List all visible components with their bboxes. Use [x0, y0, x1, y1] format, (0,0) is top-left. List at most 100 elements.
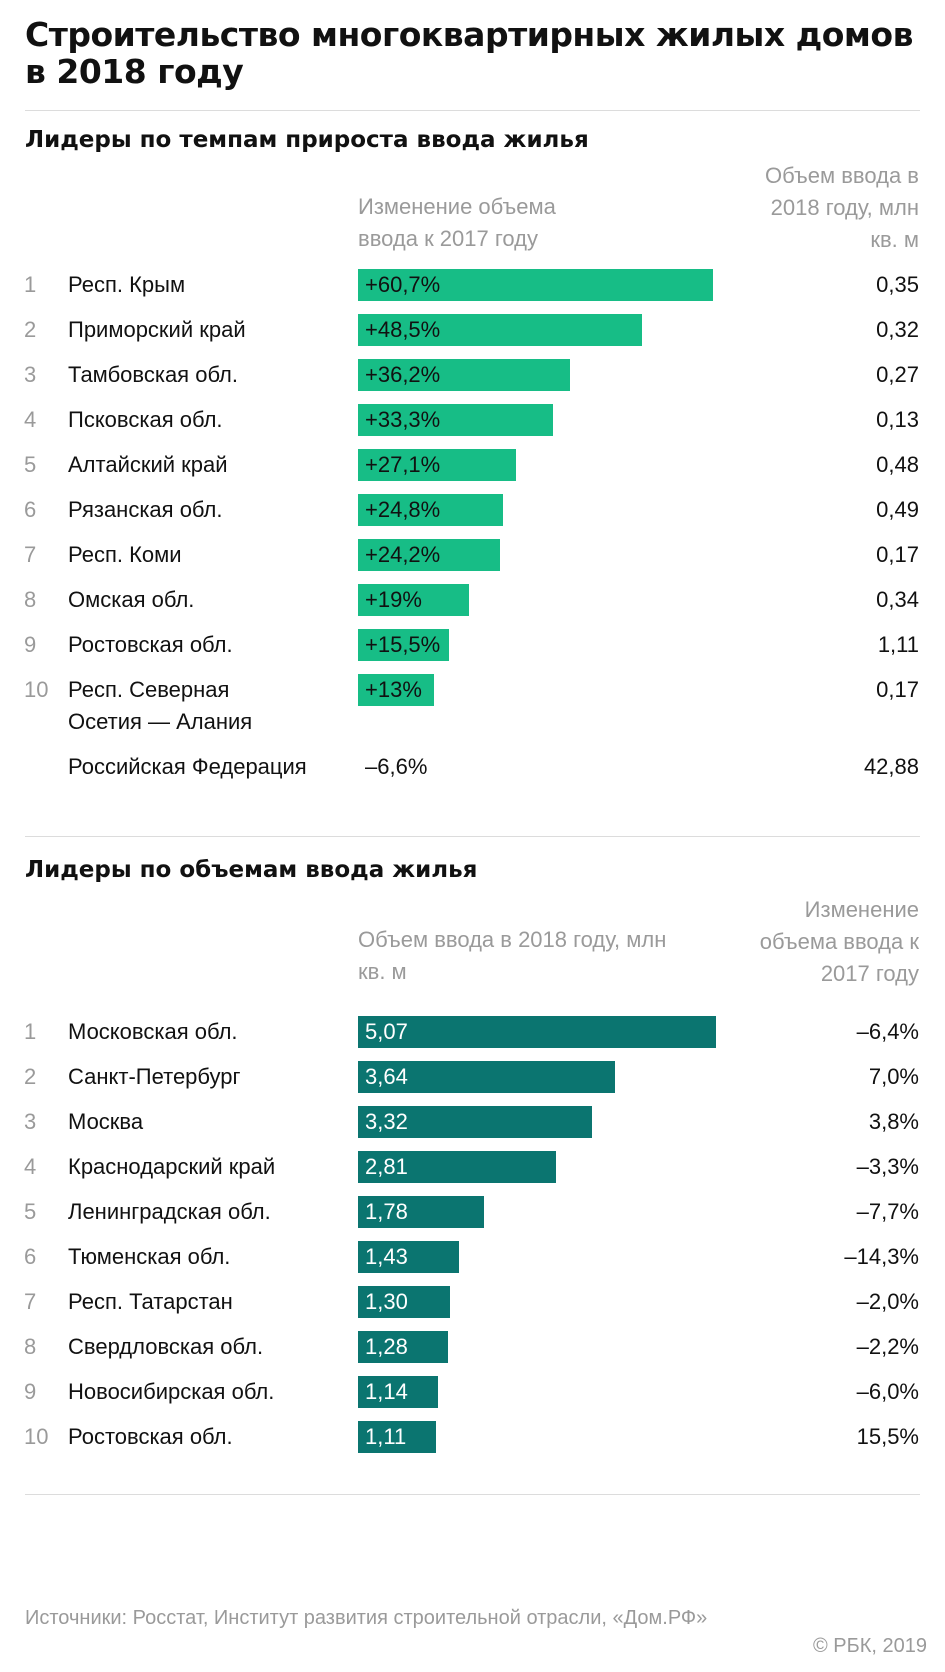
change-value: –14,3% — [844, 1244, 919, 1269]
change-value: –6,4% — [856, 1019, 919, 1044]
rank-number: 8 — [24, 1334, 37, 1359]
volume-bar-header: Объем ввода в 2018 году, млн кв. м — [358, 927, 667, 984]
region-name: Алтайский край — [68, 452, 228, 477]
footer-copyright: © РБК, 2019 — [812, 1635, 927, 1657]
divider-top — [25, 110, 920, 111]
rank-number: 8 — [24, 587, 37, 612]
region-name: Ленинградская обл. — [68, 1199, 271, 1224]
rank-number: 4 — [24, 1154, 37, 1179]
rank-number: 5 — [24, 1199, 37, 1224]
volume-value: 0,27 — [876, 362, 919, 387]
growth-section-title: Лидеры по темпам прироста ввода жилья — [25, 127, 589, 153]
region-name: Москва — [68, 1109, 144, 1134]
rank-number: 3 — [24, 1109, 37, 1134]
region-name: Псковская обл. — [68, 407, 223, 432]
volume-value: 0,17 — [876, 677, 919, 702]
volume-value: 0,34 — [876, 587, 919, 612]
volume-bar-label: 1,28 — [365, 1334, 408, 1359]
region-name: Респ. Северная Осетия — Алания — [68, 677, 253, 734]
growth-bar-label: +60,7% — [365, 272, 441, 297]
rank-number: 5 — [24, 452, 37, 477]
growth-bar — [358, 539, 500, 571]
change-value: 15,5% — [856, 1424, 919, 1449]
region-name: Тамбовская обл. — [68, 362, 239, 387]
region-name: Ростовская обл. — [68, 632, 233, 657]
growth-bar-label: +33,3% — [365, 407, 441, 432]
rank-number: 9 — [24, 632, 37, 657]
region-name: Ростовская обл. — [68, 1424, 233, 1449]
growth-bar — [358, 404, 553, 436]
growth-bar-label: +19% — [365, 587, 422, 612]
volume-bar — [358, 1331, 448, 1363]
growth-bar-label: +24,8% — [365, 497, 441, 522]
growth-bar-label: +24,2% — [365, 542, 441, 567]
volume-bar-label: 3,64 — [365, 1064, 408, 1089]
volume-bar-label: 1,43 — [365, 1244, 408, 1269]
change-value: –7,7% — [856, 1199, 919, 1224]
region-name: Свердловская обл. — [68, 1334, 264, 1359]
volume-bar — [358, 1151, 556, 1183]
rank-number: 10 — [24, 1424, 49, 1449]
region-name: Респ. Крым — [68, 272, 186, 297]
volume-bar — [358, 1241, 459, 1273]
growth-bar-label: +48,5% — [365, 317, 441, 342]
rank-number: 7 — [24, 1289, 37, 1314]
region-name: Приморский край — [68, 317, 246, 342]
volume-bar — [358, 1286, 450, 1318]
footer-sources: Источники: Росстат, Институт развития ст… — [25, 1607, 708, 1629]
region-name: Рязанская обл. — [68, 497, 223, 522]
volume-value: 0,13 — [876, 407, 919, 432]
region-name: Респ. Татарстан — [68, 1289, 233, 1314]
volume-value: 0,32 — [876, 317, 919, 342]
volume-bar-label: 1,30 — [365, 1289, 408, 1314]
growth-bar — [358, 674, 434, 706]
rank-number: 1 — [24, 1019, 37, 1044]
total-region: Российская Федерация — [68, 754, 307, 779]
volume-bar — [358, 1376, 438, 1408]
volume-value: 0,17 — [876, 542, 919, 567]
growth-bar — [358, 359, 570, 391]
volume-bar — [358, 1061, 615, 1093]
page-title: Строительство многоквартирных жилых домо… — [25, 15, 913, 91]
growth-bar-header: Изменение объема ввода к 2017 году — [358, 194, 556, 251]
volume-bar-label: 2,81 — [365, 1154, 408, 1179]
change-value: –6,0% — [856, 1379, 919, 1404]
region-name: Респ. Коми — [68, 542, 182, 567]
growth-bar-label: +27,1% — [365, 452, 441, 477]
volume-value-header: Изменение объема ввода к 2017 году — [759, 897, 919, 986]
growth-value-header: Объем ввода в 2018 году, млн кв. м — [765, 163, 919, 252]
volume-bar-label: 5,07 — [365, 1019, 408, 1044]
growth-bar-label: +36,2% — [365, 362, 441, 387]
volume-bar-label: 3,32 — [365, 1109, 408, 1134]
divider-bottom — [25, 1494, 920, 1495]
rank-number: 6 — [24, 1244, 37, 1269]
growth-bar — [358, 494, 503, 526]
volume-value: 1,11 — [877, 632, 919, 657]
region-name: Новосибирская обл. — [68, 1379, 275, 1404]
growth-bar — [358, 449, 516, 481]
volume-bar — [358, 1016, 716, 1048]
volume-bar — [358, 1196, 484, 1228]
change-value: –2,2% — [856, 1334, 919, 1359]
rank-number: 3 — [24, 362, 37, 387]
change-value: –3,3% — [856, 1154, 919, 1179]
rank-number: 10 — [24, 677, 49, 702]
divider-middle — [25, 836, 920, 837]
total-volume: 42,88 — [863, 754, 919, 779]
rank-number: 4 — [24, 407, 37, 432]
change-value: 3,8% — [868, 1109, 919, 1134]
rank-number: 6 — [24, 497, 37, 522]
rank-number: 1 — [24, 272, 37, 297]
rank-number: 7 — [24, 542, 37, 567]
volume-bar — [358, 1106, 592, 1138]
growth-bar — [358, 314, 642, 346]
region-name: Омская обл. — [68, 587, 195, 612]
growth-bar — [358, 584, 469, 616]
volume-value: 0,35 — [876, 272, 919, 297]
volume-value: 0,48 — [876, 452, 919, 477]
volume-bar-label: 1,78 — [365, 1199, 408, 1224]
region-name: Краснодарский край — [68, 1154, 276, 1179]
rank-number: 9 — [24, 1379, 37, 1404]
region-name: Тюменская обл. — [68, 1244, 231, 1269]
rank-number: 2 — [24, 317, 37, 342]
